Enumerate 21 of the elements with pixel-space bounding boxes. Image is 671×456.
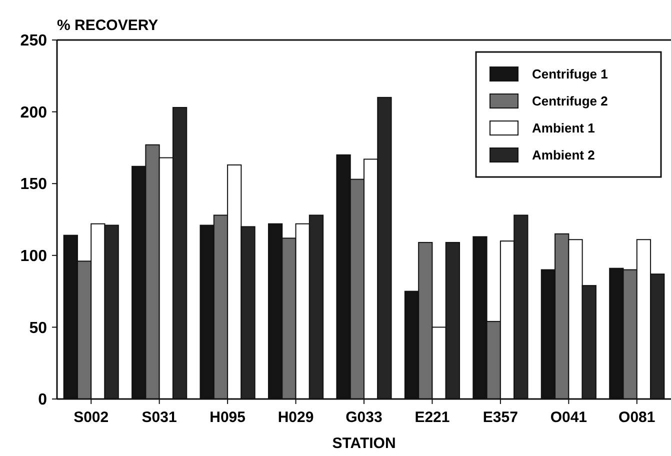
x-tick-label: S031 — [142, 409, 177, 426]
legend-label: Centrifuge 2 — [532, 94, 608, 109]
legend-label: Centrifuge 1 — [532, 66, 608, 82]
x-tick-label: O081 — [618, 409, 656, 426]
y-tick-label: 50 — [29, 320, 48, 337]
x-tick-label: H095 — [210, 409, 246, 426]
y-tick-label: 250 — [20, 32, 48, 50]
legend-label: Ambient 1 — [532, 120, 595, 136]
y-tick-label: 200 — [20, 104, 48, 122]
x-tick-label: G033 — [346, 409, 382, 426]
x-tick-label: E357 — [482, 409, 518, 426]
x-tick-label: S002 — [74, 409, 109, 426]
x-tick-label: H029 — [278, 409, 314, 426]
y-tick-label: 0 — [38, 392, 48, 409]
y-tick-label: 100 — [20, 248, 48, 265]
y-axis-title: % RECOVERY — [57, 17, 158, 34]
x-axis-title: STATION — [332, 435, 396, 452]
legend-label: Ambient 2 — [532, 148, 595, 163]
y-tick-label: 150 — [20, 176, 48, 194]
x-tick-label: O041 — [550, 409, 588, 426]
x-tick-label: E221 — [414, 409, 450, 426]
